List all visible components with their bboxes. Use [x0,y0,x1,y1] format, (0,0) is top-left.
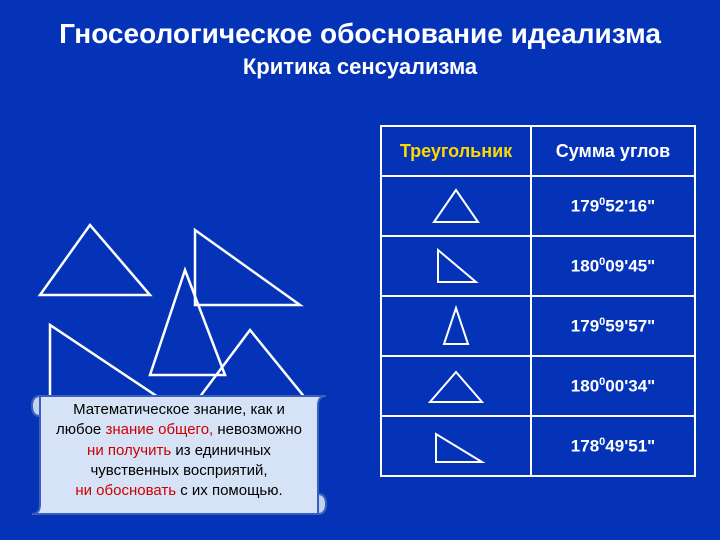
table-header-triangle: Треугольник [381,126,531,176]
angle-cell: 180000'34" [531,356,695,416]
table-row: 179059'57" [381,296,695,356]
angle-cell: 180009'45" [531,236,695,296]
triangles-illustration [20,110,350,370]
triangle-cell [381,176,531,236]
triangle-cell [381,356,531,416]
table-row: 178049'51" [381,416,695,476]
triangle-cell [381,416,531,476]
note-text: Математическое знание, как и любое знани… [38,400,320,508]
table-row: 180009'45" [381,236,695,296]
table-row: 179052'16" [381,176,695,236]
angle-cell: 179052'16" [531,176,695,236]
table-header-sum: Сумма углов [531,126,695,176]
triangle-cell [381,296,531,356]
angle-cell: 178049'51" [531,416,695,476]
table-row: 180000'34" [381,356,695,416]
page-subtitle: Критика сенсуализма [0,50,720,80]
note-scroll: Математическое знание, как и любое знани… [24,388,334,520]
angles-table: Треугольник Сумма углов 179052'16"180009… [380,125,696,477]
triangle-cell [381,236,531,296]
angle-cell: 179059'57" [531,296,695,356]
page-title: Гносеологическое обоснование идеализма [0,0,720,50]
